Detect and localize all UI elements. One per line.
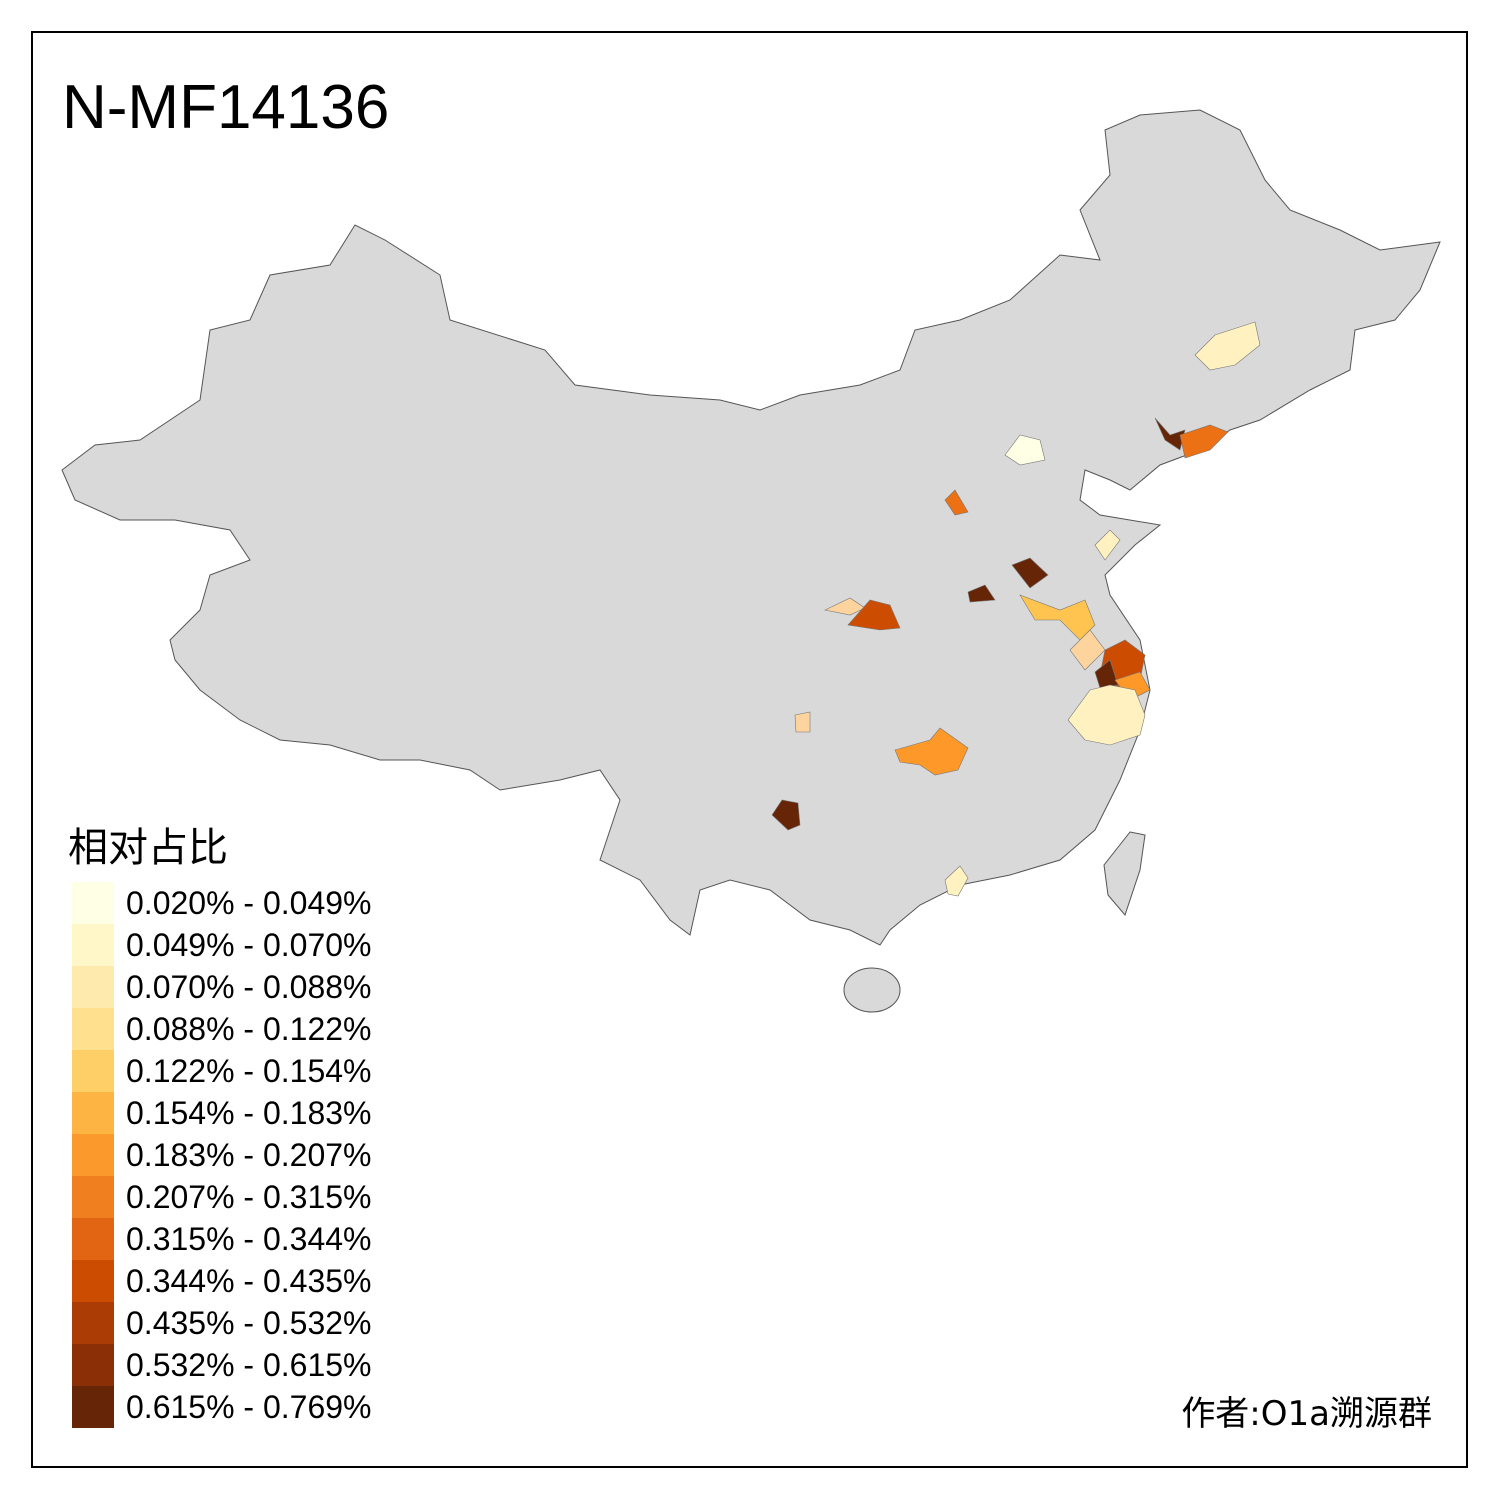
- region-shape: [944, 865, 969, 897]
- legend-item: 0.049% - 0.070%: [72, 924, 372, 966]
- map-frame: [31, 31, 1468, 1468]
- region-shape: [1194, 321, 1261, 371]
- legend-item: 0.532% - 0.615%: [72, 1344, 372, 1386]
- region-shape: [1067, 684, 1146, 746]
- legend-item: 0.070% - 0.088%: [72, 966, 372, 1008]
- legend-item: 0.615% - 0.769%: [72, 1386, 372, 1428]
- region-shape: [847, 599, 901, 631]
- taiwan-island: [1103, 831, 1146, 916]
- legend-swatch: [72, 924, 114, 966]
- legend-item: 0.020% - 0.049%: [72, 882, 372, 924]
- author-credit: 作者:O1a溯源群: [1181, 1394, 1432, 1434]
- region-shape: [967, 584, 996, 603]
- legend-label: 0.070% - 0.088%: [126, 968, 372, 1005]
- legend: 0.020% - 0.049% 0.049% - 0.070% 0.070% - 0…: [72, 882, 372, 1428]
- region-shape: [1011, 557, 1049, 589]
- china-mainland: [61, 109, 1441, 946]
- legend-swatch: [72, 1260, 114, 1302]
- legend-swatch: [72, 1008, 114, 1050]
- legend-label: 0.049% - 0.070%: [126, 926, 372, 963]
- legend-label: 0.020% - 0.049%: [126, 884, 372, 921]
- legend-item: 0.315% - 0.344%: [72, 1218, 372, 1260]
- region-shape: [894, 727, 969, 776]
- legend-swatch: [72, 1092, 114, 1134]
- legend-label: 0.088% - 0.122%: [126, 1010, 372, 1047]
- legend-swatch: [72, 1386, 114, 1428]
- legend-item: 0.088% - 0.122%: [72, 1008, 372, 1050]
- legend-label: 0.615% - 0.769%: [126, 1388, 372, 1425]
- legend-label: 0.154% - 0.183%: [126, 1094, 372, 1131]
- legend-swatch: [72, 1176, 114, 1218]
- legend-label: 0.435% - 0.532%: [126, 1304, 372, 1341]
- region-shape: [794, 711, 811, 733]
- legend-item: 0.122% - 0.154%: [72, 1050, 372, 1092]
- highlighted-regions: [771, 321, 1261, 897]
- legend-swatch: [72, 966, 114, 1008]
- legend-item: 0.154% - 0.183%: [72, 1092, 372, 1134]
- legend-item: 0.183% - 0.207%: [72, 1134, 372, 1176]
- hainan-island: [843, 967, 901, 1013]
- region-shape: [1094, 659, 1119, 689]
- legend-label: 0.207% - 0.315%: [126, 1178, 372, 1215]
- legend-swatch: [72, 1050, 114, 1092]
- legend-item: 0.207% - 0.315%: [72, 1176, 372, 1218]
- region-shape: [1094, 529, 1121, 561]
- region-shape: [944, 489, 969, 516]
- legend-swatch: [72, 1218, 114, 1260]
- legend-title: 相对占比: [68, 825, 228, 871]
- legend-swatch: [72, 1134, 114, 1176]
- legend-item: 0.435% - 0.532%: [72, 1302, 372, 1344]
- legend-item: 0.344% - 0.435%: [72, 1260, 372, 1302]
- legend-label: 0.122% - 0.154%: [126, 1052, 372, 1089]
- map-title: N-MF14136: [62, 73, 390, 142]
- region-shape: [1179, 424, 1229, 459]
- region-shape: [1004, 434, 1046, 466]
- legend-label: 0.532% - 0.615%: [126, 1346, 372, 1383]
- legend-swatch: [72, 1302, 114, 1344]
- legend-label: 0.315% - 0.344%: [126, 1220, 372, 1257]
- legend-label: 0.344% - 0.435%: [126, 1262, 372, 1299]
- region-shape: [771, 799, 801, 831]
- legend-label: 0.183% - 0.207%: [126, 1136, 372, 1173]
- legend-swatch: [72, 1344, 114, 1386]
- legend-swatch: [72, 882, 114, 924]
